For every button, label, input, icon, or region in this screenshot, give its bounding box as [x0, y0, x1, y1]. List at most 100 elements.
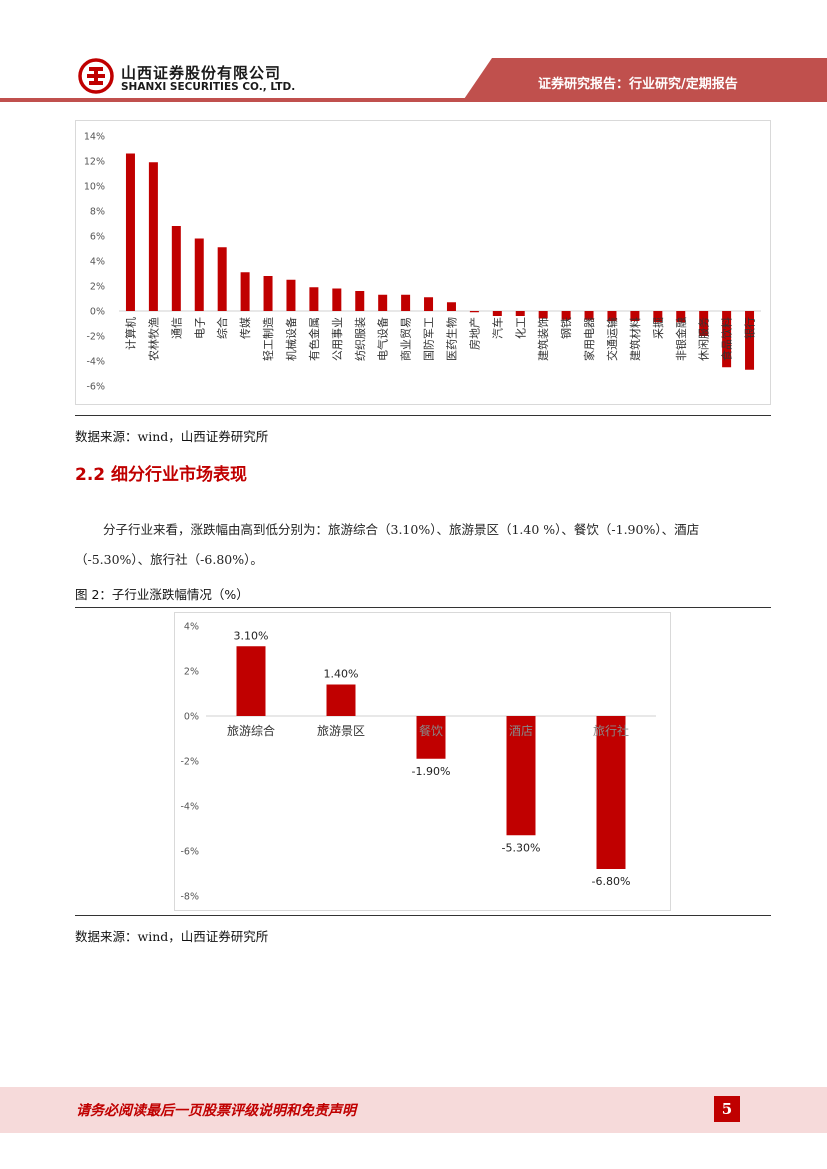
y-tick-label: -2% [87, 332, 106, 343]
bar [584, 311, 594, 320]
bar [492, 311, 502, 316]
bar [171, 226, 181, 311]
category-label: 农林牧渔 [146, 317, 160, 361]
category-label: 旅游综合 [227, 723, 275, 738]
figure1-bottom-rule [75, 415, 771, 416]
bar [424, 297, 434, 311]
y-tick-label: 2% [90, 282, 105, 293]
category-label: 旅行社 [593, 723, 629, 738]
y-tick-label: 8% [90, 207, 105, 218]
category-label: 纺织服装 [353, 317, 367, 361]
bar [596, 716, 626, 869]
figure2-frame [174, 612, 671, 911]
category-label: 建筑材料 [628, 317, 642, 361]
bar [561, 311, 571, 320]
category-label: 汽车 [490, 317, 504, 339]
y-tick-label: 4% [90, 257, 105, 268]
y-tick-label: 10% [84, 182, 105, 193]
category-label: 有色金属 [307, 317, 321, 361]
figure2-caption: 图 2：子行业涨跌幅情况（%） [75, 587, 249, 602]
category-label: 银行 [743, 317, 757, 339]
bar [446, 302, 456, 311]
category-label: 轻工制造 [261, 317, 275, 361]
bar [653, 311, 663, 323]
data-label: 3.10% [234, 629, 269, 642]
category-label: 建筑装饰 [536, 317, 550, 361]
bar [240, 272, 250, 311]
header-band [0, 58, 827, 102]
bar [745, 311, 755, 370]
category-label: 机械设备 [284, 317, 298, 361]
bar [607, 311, 617, 321]
bar [236, 646, 266, 716]
bar [722, 311, 732, 368]
y-tick-label: 12% [84, 157, 105, 168]
section-paragraph: 分子行业来看，涨跌幅由高到低分别为：旅游综合（3.10%）、旅游景区（1.40 … [75, 522, 700, 567]
category-label: 家用电器 [582, 317, 596, 361]
bar [148, 162, 158, 311]
bar [469, 311, 479, 313]
category-label: 公用事业 [331, 317, 344, 361]
figure2-bottom-rule [75, 915, 771, 916]
bar [401, 294, 411, 311]
y-tick-label: 2% [184, 667, 199, 678]
y-tick-label: 4% [184, 622, 199, 633]
data-label: 1.40% [324, 668, 359, 681]
figure2-source: 数据来源：wind，山西证券研究所 [75, 929, 269, 944]
y-tick-label: 14% [84, 132, 105, 143]
category-label: 餐饮 [419, 723, 443, 738]
category-label: 综合 [215, 317, 229, 339]
data-label: -1.90% [412, 765, 451, 778]
category-label: 旅游景区 [317, 724, 365, 738]
bar [125, 153, 135, 311]
category-label: 化工 [513, 317, 527, 339]
category-label: 酒店 [509, 724, 533, 738]
figure1-frame [75, 120, 771, 405]
category-label: 非银金融 [674, 317, 688, 361]
y-tick-label: -8% [181, 892, 200, 903]
category-label: 商业贸易 [399, 317, 413, 361]
y-tick-label: -4% [87, 357, 106, 368]
y-tick-label: 0% [90, 307, 105, 318]
category-label: 采掘 [651, 317, 665, 339]
category-label: 房地产 [467, 317, 481, 350]
company-logo-icon [78, 58, 114, 94]
report-type: 证券研究报告：行业研究/定期报告 [538, 77, 738, 92]
bar [378, 294, 388, 311]
figure2-top-rule [75, 607, 771, 608]
category-label: 医药生物 [444, 317, 458, 361]
bar [506, 716, 536, 836]
bar [326, 684, 356, 716]
company-name-cn: 山西证券股份有限公司 [121, 64, 282, 82]
subindustry-returns-chart: 4% 2% 0% -2% -4% -6% -8% 旅游综合 3.10% 旅游景区 1.40% 餐饮 -1… [181, 622, 656, 903]
footer-band [0, 1087, 827, 1133]
bar [699, 311, 709, 336]
bar [194, 238, 204, 311]
category-label: 国防军工 [422, 317, 436, 361]
category-label: 休闲服务 [697, 317, 711, 361]
company-name-en: SHANXI SECURITIES CO., LTD. [121, 81, 296, 93]
y-tick-label: -4% [181, 802, 200, 813]
section-title: 2.2 细分行业市场表现 [75, 465, 248, 485]
figure1-source: 数据来源：wind，山西证券研究所 [75, 429, 269, 444]
y-tick-label: 0% [184, 712, 199, 723]
bar [515, 311, 525, 316]
data-label: -6.80% [592, 875, 631, 888]
industry-returns-chart: 14% 12% 10% 8% 6% 4% 2% 0% -2% -4% -6% 计算机 农林牧渔 通信 电子综… [84, 132, 761, 393]
category-label: 传媒 [239, 317, 252, 339]
category-label: 计算机 [123, 317, 137, 350]
category-label: 钢铁 [560, 317, 573, 339]
category-label: 交通运输 [605, 317, 619, 361]
bar [309, 287, 319, 311]
category-label: 通信 [170, 317, 183, 339]
bar [355, 291, 365, 311]
y-tick-label: -2% [181, 757, 200, 768]
category-label: 电气设备 [376, 317, 390, 361]
bar [286, 279, 296, 311]
category-label: 食品饮料 [720, 317, 734, 361]
footer-disclaimer: 请务必阅读最后一页股票评级说明和免责声明 [76, 1103, 356, 1119]
bar [538, 311, 548, 319]
y-tick-label: 6% [90, 232, 105, 243]
bar [416, 716, 446, 759]
bar [332, 288, 342, 311]
